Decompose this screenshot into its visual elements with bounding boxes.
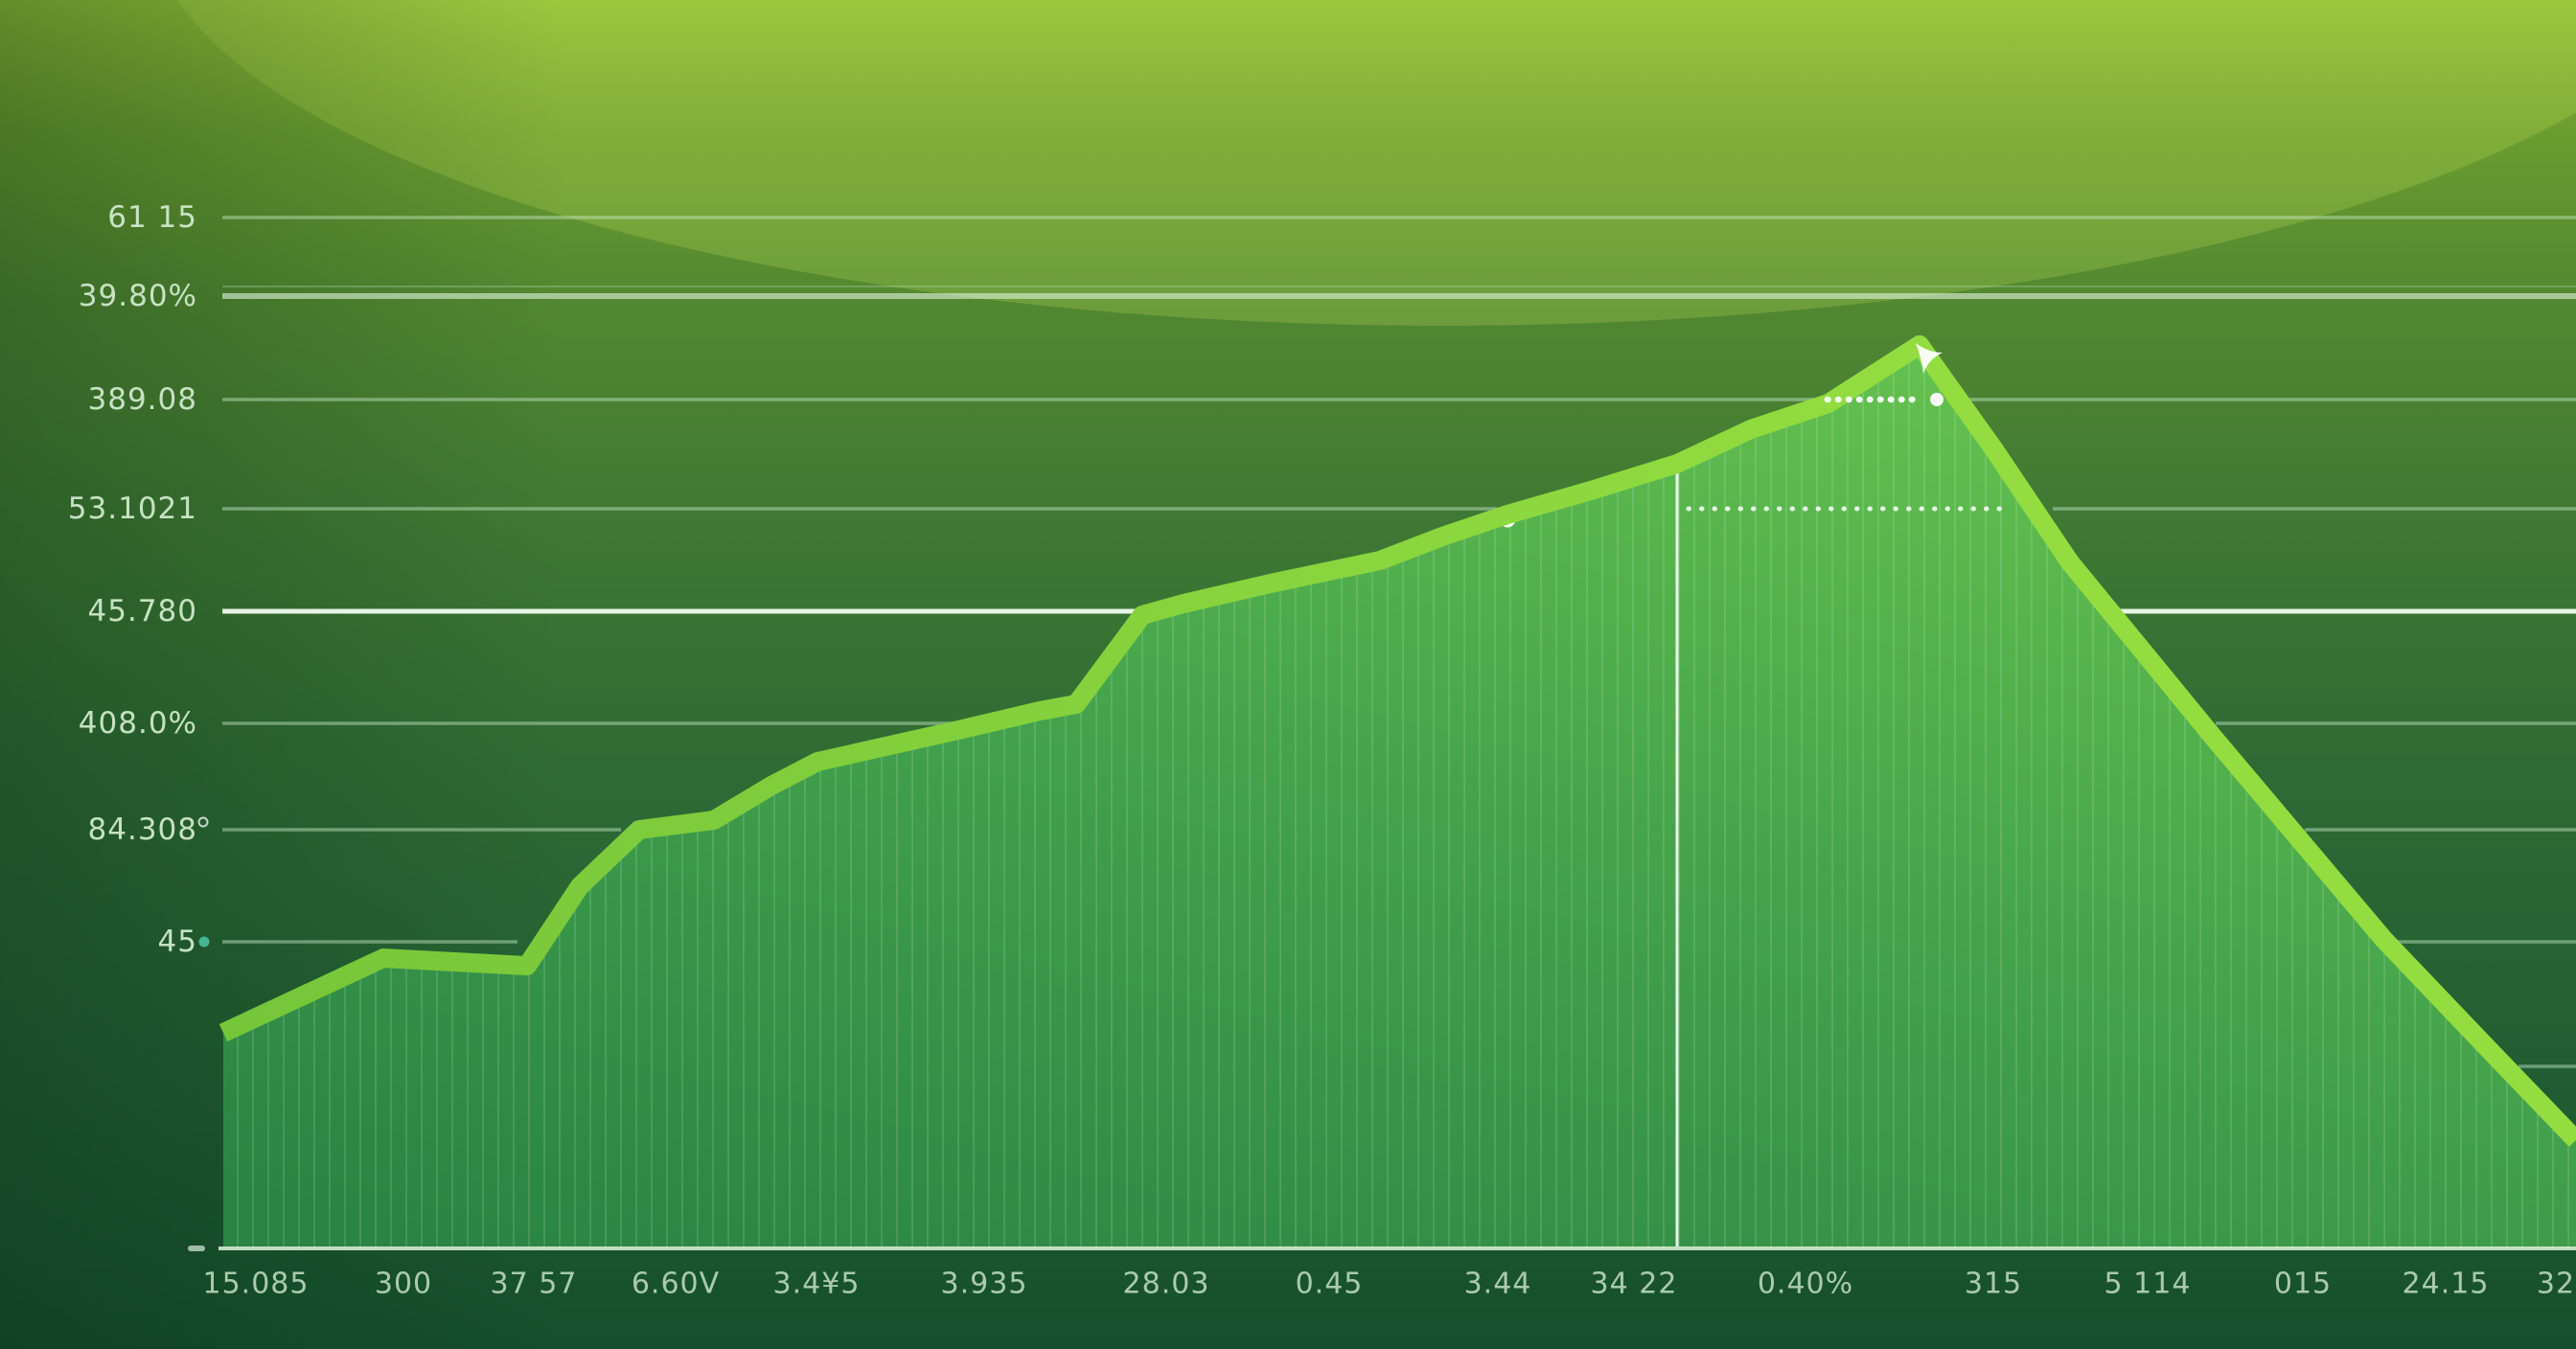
x-axis-tick-label: 15.085 xyxy=(203,1268,310,1301)
x-axis-tick-label: 5 114 xyxy=(2104,1268,2192,1301)
y-axis-tick-label: 84.308 xyxy=(88,812,197,847)
x-axis-tick-label: 37 57 xyxy=(491,1268,578,1301)
y-axis-tick-label: 408.0% xyxy=(79,706,197,741)
x-axis-tick-label: 3.44 xyxy=(1464,1268,1532,1301)
x-axis-tick-label: 3.935 xyxy=(941,1268,1028,1301)
x-axis-tick-label: 32 xyxy=(2537,1268,2575,1301)
axis-teal-dot xyxy=(198,936,210,948)
x-axis-tick-label: 0.45 xyxy=(1296,1268,1364,1301)
x-axis-tick-label: 300 xyxy=(375,1268,432,1301)
axis-ring-dot xyxy=(197,816,209,828)
markers-layer xyxy=(188,343,1944,1251)
x-axis-tick-label: 24.15 xyxy=(2403,1268,2490,1301)
x-axis-tick-label: 28.03 xyxy=(1123,1268,1210,1301)
axis-start-dash xyxy=(188,1246,205,1251)
area-series-line xyxy=(218,335,2576,1147)
series-line-layer xyxy=(218,335,2576,1147)
peak-dot xyxy=(1930,393,1944,406)
area-series-fill xyxy=(223,345,2576,1248)
x-axis-tick-label: 315 xyxy=(1965,1268,2022,1301)
x-axis-tick-label: 6.60V xyxy=(632,1268,720,1301)
y-axis-tick-label: 53.1021 xyxy=(68,492,197,526)
x-axis-labels: 15.085 300 37 57 6.60V 3.4¥5 3.935 28.03 0.45 3.… xyxy=(203,1268,2575,1301)
peak-flag-icon xyxy=(1916,343,1943,374)
x-axis-tick-label: 34 22 xyxy=(1591,1268,1678,1301)
y-axis-tick-label: 61 15 xyxy=(107,200,197,235)
y-axis-tick-label: 389.08 xyxy=(88,382,197,417)
gridlines-layer xyxy=(222,216,2576,1068)
y-axis-tick-label: 45 xyxy=(158,925,197,959)
y-axis-tick-label: 39.80% xyxy=(79,279,197,313)
x-axis-tick-label: 0.40% xyxy=(1758,1268,1853,1301)
x-axis-tick-label: 3.4¥5 xyxy=(773,1268,861,1301)
y-axis-labels: 61 15 39.80% 389.08 53.1021 45.780 408.0% 84.3… xyxy=(68,200,197,959)
y-axis-tick-label: 45.780 xyxy=(88,594,197,629)
dotted-callout-layer xyxy=(1686,396,2013,512)
x-axis-tick-label: 015 xyxy=(2274,1268,2332,1301)
